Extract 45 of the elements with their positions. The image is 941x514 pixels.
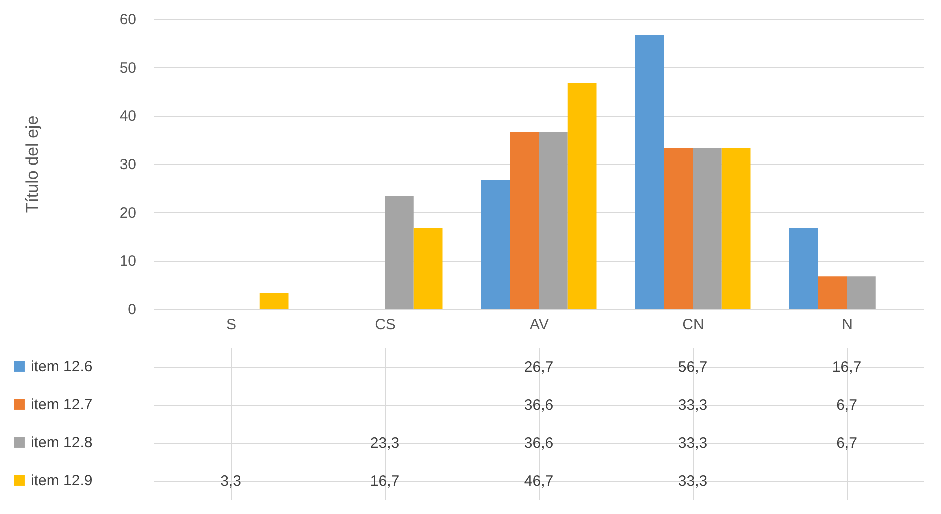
- data-label: 6,7: [836, 435, 858, 452]
- legend-label: item 12.8: [31, 434, 93, 452]
- data-label: 16,7: [832, 359, 862, 376]
- y-tick-label: 60: [120, 12, 136, 28]
- data-label: 3,3: [220, 473, 242, 490]
- x-tick-label: CN: [682, 316, 704, 334]
- x-tick-label: S: [226, 316, 237, 334]
- x-tick-label: CS: [375, 316, 396, 334]
- bar: [722, 148, 751, 309]
- data-label: 33,3: [678, 435, 708, 452]
- y-tick-label: 20: [120, 204, 136, 222]
- bar: [414, 228, 443, 309]
- y-tick-label: 30: [120, 156, 136, 174]
- bar: [693, 148, 722, 309]
- data-label: 33,3: [678, 473, 708, 490]
- data-label: 23,3: [370, 435, 400, 452]
- bar: [664, 148, 693, 309]
- x-tick-label: AV: [530, 316, 549, 334]
- y-tick-label: 0: [128, 302, 136, 318]
- legend-label: item 12.7: [31, 396, 93, 414]
- data-label: 36,6: [524, 397, 554, 414]
- bar: [635, 34, 664, 309]
- data-label: 46,7: [524, 473, 554, 490]
- bar: [260, 293, 289, 309]
- y-tick-label: 50: [120, 60, 136, 77]
- data-label: 56,7: [678, 359, 708, 376]
- y-tick-label: 40: [120, 108, 136, 126]
- data-label: 26,7: [524, 359, 554, 376]
- data-label: 16,7: [370, 473, 400, 490]
- bar: [481, 180, 510, 309]
- x-tick-label: N: [842, 316, 853, 334]
- bar: [539, 132, 568, 309]
- bar: [818, 276, 847, 309]
- y-tick-label: 10: [120, 253, 136, 270]
- data-label: 6,7: [836, 397, 858, 414]
- data-label: 36,6: [524, 435, 554, 452]
- legend-label: item 12.9: [31, 472, 93, 490]
- bar: [510, 132, 539, 309]
- data-label: 33,3: [678, 397, 708, 414]
- y-axis-title: Título del eje: [22, 116, 42, 214]
- legend-label: item 12.6: [31, 358, 93, 376]
- bar: [568, 83, 597, 309]
- bar: [385, 196, 414, 309]
- bar: [847, 276, 876, 309]
- bar: [789, 228, 818, 309]
